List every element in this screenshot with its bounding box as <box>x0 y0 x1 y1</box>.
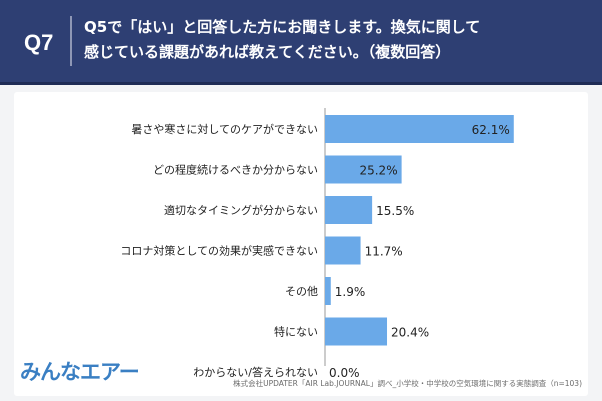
question-header: Q7 Q5で「はい」と回答した方にお聞きします。換気に関して 感じている課題があ… <box>0 0 602 85</box>
question-text: Q5で「はい」と回答した方にお聞きします。換気に関して 感じている課題があれば教… <box>84 15 594 65</box>
bar <box>325 155 402 184</box>
bar <box>325 236 361 265</box>
category-label: コロナ対策としての効果が実感できない <box>120 244 318 258</box>
value-label: 15.5% <box>376 204 414 218</box>
category-label: その他 <box>285 285 318 298</box>
question-number: Q7 <box>24 30 54 55</box>
value-label: 11.7% <box>365 245 403 259</box>
value-label: 20.4% <box>391 326 429 340</box>
bar <box>325 196 373 224</box>
category-label: 特にない <box>274 325 318 339</box>
bar <box>325 317 388 346</box>
bar <box>325 277 331 305</box>
category-label: わからない/答えられない <box>193 365 318 379</box>
value-label: 0.0% <box>329 366 360 380</box>
question-line-2: 感じている課題があれば教えてください。（複数回答） <box>84 43 451 61</box>
value-label: 62.1% <box>472 123 510 137</box>
value-label: 1.9% <box>335 285 366 299</box>
source-note: 株式会社UPDATER「AIR Lab.JOURNAL」調べ_小学校・中学校の空… <box>233 379 582 388</box>
category-label: 暑さや寒さに対してのケアができない <box>131 122 318 136</box>
header-divider <box>70 16 72 66</box>
category-label: どの程度続けるべきか分からない <box>153 163 318 177</box>
brand-logo: みんなエアー <box>20 360 140 384</box>
question-line-1: Q5で「はい」と回答した方にお聞きします。換気に関して <box>84 18 481 36</box>
value-label: 25.2% <box>359 164 397 178</box>
bar <box>325 115 514 143</box>
category-label: 適切なタイミングが分からない <box>164 203 318 217</box>
